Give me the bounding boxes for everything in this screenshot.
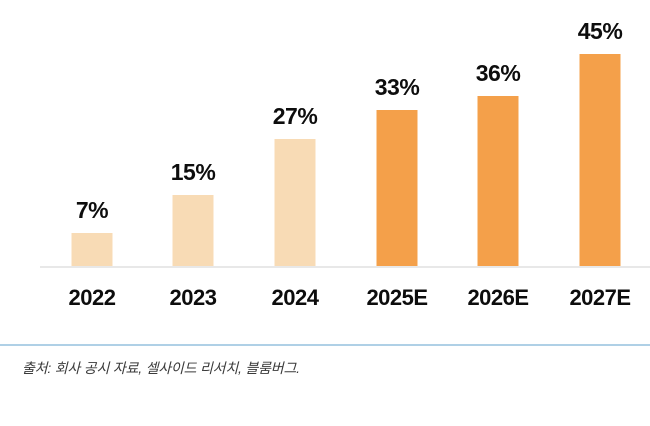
bar-value-label: 33% [374,74,420,100]
bar-value-label: 15% [170,159,216,185]
bar [376,110,418,266]
bar-group-2024: 27% [272,0,318,266]
bar-value-label: 36% [475,60,521,86]
x-axis-tick-label: 2027E [569,285,631,310]
bar-group-2022: 7% [71,0,113,266]
bar [579,54,621,266]
bar-value-label: 7% [75,197,109,223]
x-axis-tick-label: 2024 [271,285,319,310]
x-axis-tick-label: 2025E [366,285,428,310]
x-axis-line [40,266,650,268]
divider-line [0,344,650,346]
bar [172,195,214,266]
x-axis-tick-label: 2026E [467,285,529,310]
bar-group-2026e: 36% [475,0,521,266]
x-axis-tick-label: 2022 [68,285,116,310]
bar-group-2025e: 33% [374,0,420,266]
source-note: 출처: 회사 공시 자료, 셀사이드 리서치, 블룸버그. [22,360,300,376]
bar-value-label: 45% [577,18,623,44]
bar [274,139,316,266]
bar [477,96,519,266]
bar-value-label: 27% [272,103,318,129]
bar-group-2027e: 45% [577,0,623,266]
bar [71,233,113,266]
x-axis-tick-label: 2023 [169,285,217,310]
bar-group-2023: 15% [170,0,216,266]
